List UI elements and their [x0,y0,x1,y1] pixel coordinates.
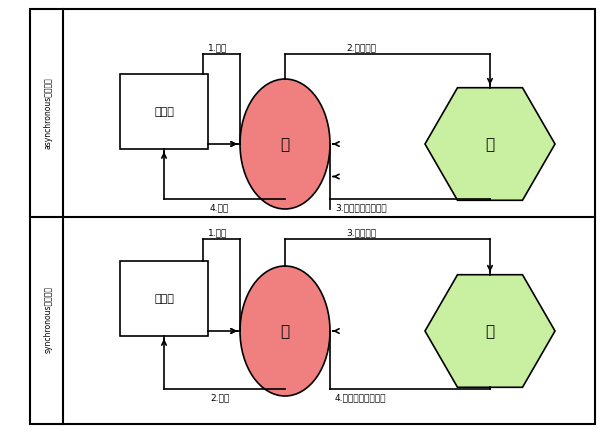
Text: 2.确认: 2.确认 [210,392,229,401]
Polygon shape [425,275,555,388]
Text: 从: 从 [485,137,494,152]
Text: ECHO_NO_BUG: ECHO_NO_BUG [199,205,404,229]
Text: 4.确认: 4.确认 [210,203,229,211]
Text: 客户端: 客户端 [154,294,174,304]
Bar [120,75,208,150]
Text: asynchronous异步复制: asynchronous异步复制 [43,77,52,148]
Text: 3.主从复制成功确认: 3.主从复制成功确认 [335,203,387,211]
Text: 1.写入: 1.写入 [208,227,227,237]
Text: 2.主从复制: 2.主从复制 [347,43,376,52]
Ellipse shape [240,80,330,210]
Text: synchronous同步复制: synchronous同步复制 [43,286,52,353]
Text: 客户端: 客户端 [154,107,174,117]
Text: 3.主从复制: 3.主从复制 [347,227,377,237]
Bar [120,261,208,336]
Ellipse shape [240,266,330,396]
Text: 从: 从 [485,324,494,339]
Text: 1.写入: 1.写入 [208,43,227,52]
Text: 4.主从复制成功确认: 4.主从复制成功确认 [335,392,387,401]
Text: 主: 主 [280,324,289,339]
Text: 主: 主 [280,137,289,152]
Polygon shape [425,89,555,201]
